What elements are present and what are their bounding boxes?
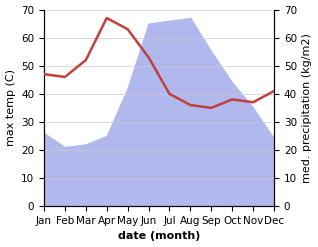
Y-axis label: med. precipitation (kg/m2): med. precipitation (kg/m2)	[302, 33, 313, 183]
Y-axis label: max temp (C): max temp (C)	[5, 69, 16, 146]
X-axis label: date (month): date (month)	[118, 231, 200, 242]
